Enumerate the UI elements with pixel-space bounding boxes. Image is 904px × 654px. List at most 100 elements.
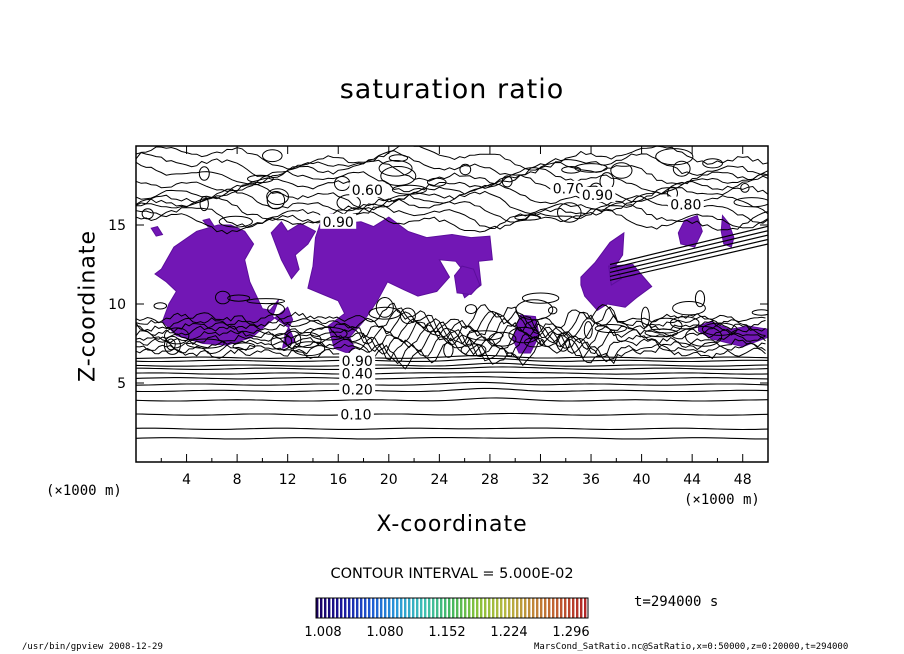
contour-level	[136, 200, 768, 230]
colorbar-stripe	[464, 598, 467, 618]
contour-eddy	[368, 306, 401, 320]
x-axis-unit: (×1000 m)	[684, 492, 760, 508]
colorbar-tick-label: 1.080	[366, 625, 403, 640]
colorbar-stripe	[340, 598, 343, 618]
contour-label-bg	[667, 196, 704, 212]
colorbar: 1.008 1.080 1.152 1.224 1.296	[304, 597, 590, 640]
contour-eddy	[270, 333, 293, 351]
contour-eddy	[266, 191, 286, 210]
colorbar-stripe	[568, 598, 571, 618]
colorbar-stripe	[456, 598, 459, 618]
contour-level	[136, 337, 766, 370]
colorbar-stripe	[332, 598, 335, 618]
colorbar-stripe	[452, 598, 455, 618]
contour-eddy	[267, 303, 286, 316]
contour-label: 0.40	[342, 367, 373, 383]
colorbar-stripe	[372, 598, 375, 618]
contour-eddy	[640, 306, 650, 328]
contour-level	[136, 330, 766, 361]
contour-eddy	[524, 337, 545, 348]
contour-label-bg	[339, 365, 376, 381]
y-tick-label: 15	[108, 218, 126, 234]
colorbar-stripe	[320, 598, 323, 618]
contour-eddy	[443, 341, 454, 358]
colorbar-stripe	[384, 598, 387, 618]
contour-eddy	[266, 188, 290, 206]
colorbar-stripe	[408, 598, 411, 618]
x-tick-label: 4	[182, 472, 191, 488]
x-tick-label: 24	[430, 472, 448, 488]
contour-eddy	[262, 149, 283, 163]
colorbar-stripe	[536, 598, 539, 618]
colorbar-stripe	[512, 598, 515, 618]
contour-level	[136, 188, 768, 217]
contour-eddy	[460, 343, 487, 357]
x-tick-label: 32	[532, 472, 550, 488]
contour-label-bg	[550, 180, 587, 196]
contour-level	[136, 159, 768, 186]
contour-level	[136, 397, 768, 402]
colorbar-stripe	[352, 598, 355, 618]
contour-level	[136, 387, 768, 393]
contour-label: 0.70	[553, 182, 584, 198]
colorbar-stripe	[444, 598, 447, 618]
contour-label: 0.90	[323, 215, 354, 231]
colorbar-stripe	[496, 598, 499, 618]
colorbar-stripe	[520, 598, 523, 618]
contour-label: 0.20	[342, 382, 373, 398]
colorbar-stripe	[564, 598, 567, 618]
colorbar-stripe	[524, 598, 527, 618]
contour-eddy	[166, 338, 176, 351]
contour-eddy	[334, 176, 351, 191]
colorbar-stripe	[420, 598, 423, 618]
colorbar-stripe	[316, 598, 319, 618]
contour-level	[609, 225, 768, 266]
colorbar-stripe	[424, 598, 427, 618]
colorbar-stripe	[532, 598, 535, 618]
contour-eddy	[672, 301, 706, 316]
contour-eddy	[380, 166, 417, 186]
colorbar-stripe	[448, 598, 451, 618]
supersaturated-region	[307, 213, 493, 354]
contour-eddy	[669, 316, 700, 330]
supersaturated-region	[453, 265, 481, 296]
contour-eddy	[427, 177, 447, 187]
contour-label-bg	[320, 213, 357, 229]
colorbar-tick-label: 1.008	[304, 625, 341, 640]
contour-level	[609, 238, 768, 277]
colorbar-stripe	[336, 598, 339, 618]
contour-eddy	[610, 162, 633, 179]
colorbar-stripe	[572, 598, 575, 618]
contour-eddy	[218, 215, 253, 228]
colorbar-stripe	[388, 598, 391, 618]
contour-level	[136, 362, 768, 367]
chart-title: saturation ratio	[339, 74, 565, 105]
contour-interval-label: CONTOUR INTERVAL = 5.000E-02	[330, 566, 574, 582]
x-tick-label: 8	[233, 472, 242, 488]
contour-eddy	[694, 290, 706, 308]
contour-eddy	[548, 306, 558, 315]
colorbar-stripe	[488, 598, 491, 618]
contour-label: 0.90	[582, 188, 613, 204]
supersaturated-region	[677, 214, 703, 248]
contour-eddy	[459, 163, 472, 176]
supersaturated-region	[270, 220, 317, 280]
contour-level	[136, 205, 768, 235]
contour-eddy	[215, 290, 231, 305]
contour-level	[609, 230, 768, 269]
colorbar-stripe	[428, 598, 431, 618]
contour-level	[136, 334, 766, 365]
contour-eddy	[292, 341, 326, 357]
contour-level	[609, 234, 768, 273]
contour-eddy	[702, 158, 723, 169]
contour-level	[609, 243, 768, 281]
contour-labels: 0.100.200.400.900.60 0.700.900.800.90	[320, 180, 704, 424]
contour-eddy	[464, 304, 478, 315]
colorbar-stripe	[548, 598, 551, 618]
colorbar-tick-label: 1.152	[428, 625, 465, 640]
contour-eddy	[514, 214, 542, 221]
contour-eddy	[556, 332, 570, 352]
supersaturated-fills	[150, 213, 768, 354]
